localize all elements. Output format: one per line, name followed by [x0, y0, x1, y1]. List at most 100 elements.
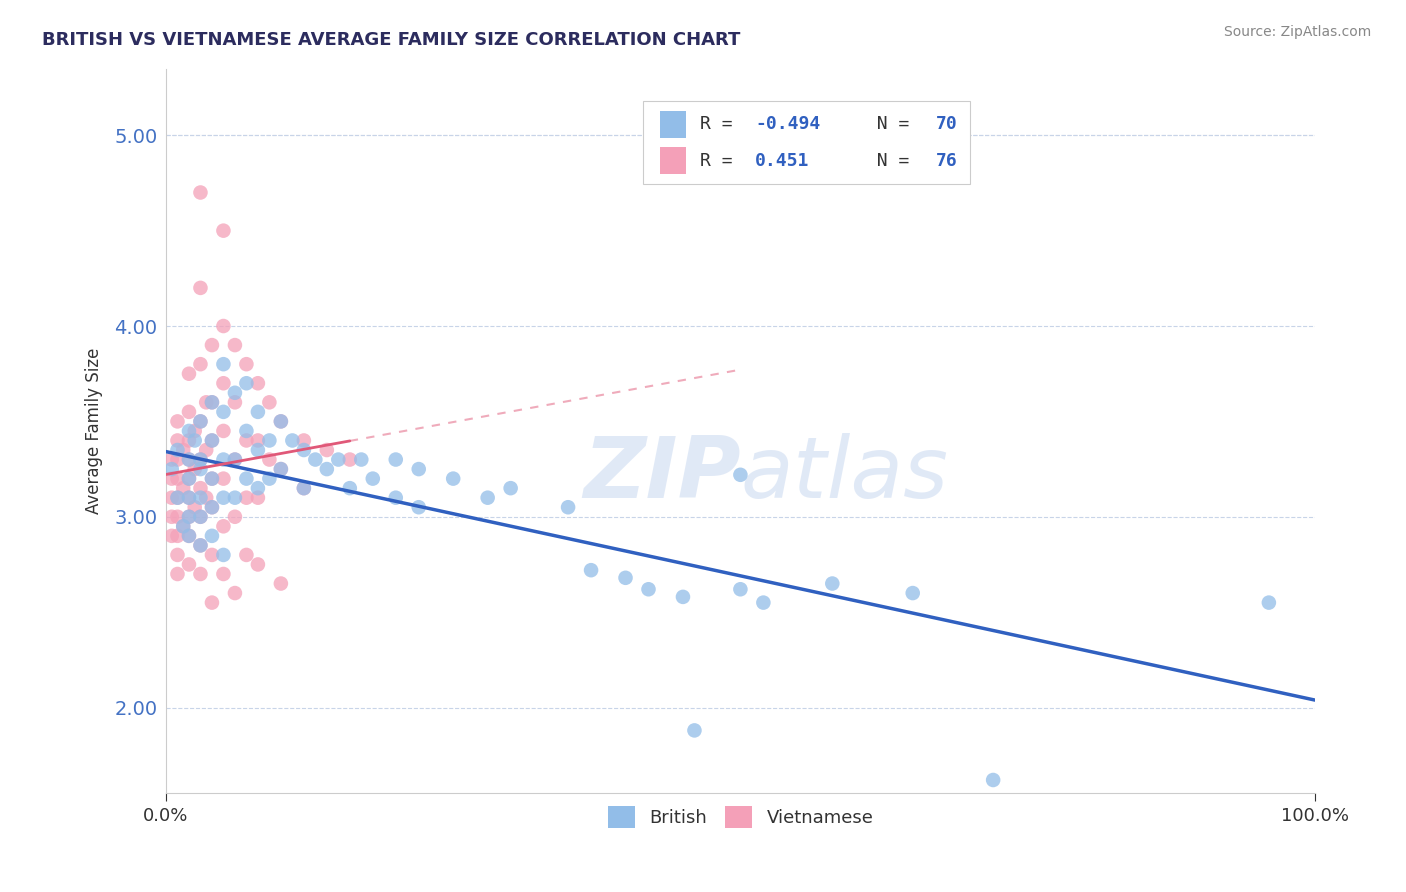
Point	[190, 481, 212, 495]
Point	[201, 548, 224, 562]
Text: N =: N =	[855, 152, 921, 169]
Point	[172, 519, 194, 533]
Point	[190, 538, 212, 552]
Text: N =: N =	[855, 115, 921, 133]
Point	[172, 481, 194, 495]
Point	[166, 529, 188, 543]
Point	[172, 519, 194, 533]
Point	[201, 395, 224, 409]
Point	[270, 462, 292, 476]
Point	[246, 481, 269, 495]
Point	[177, 509, 200, 524]
Point	[408, 462, 430, 476]
Text: ZIP: ZIP	[582, 433, 741, 516]
Text: 76: 76	[935, 152, 957, 169]
FancyBboxPatch shape	[659, 111, 686, 138]
Text: -0.494: -0.494	[755, 115, 820, 133]
Point	[235, 491, 257, 505]
Point	[1257, 596, 1279, 610]
Point	[195, 442, 218, 457]
Point	[160, 462, 183, 476]
Point	[212, 548, 235, 562]
Point	[246, 434, 269, 448]
Point	[201, 500, 224, 515]
Point	[177, 452, 200, 467]
Point	[259, 452, 281, 467]
Point	[730, 467, 752, 482]
Point	[177, 529, 200, 543]
Point	[166, 442, 188, 457]
Point	[683, 723, 706, 738]
Point	[292, 481, 315, 495]
Point	[195, 395, 218, 409]
Point	[190, 452, 212, 467]
Point	[177, 509, 200, 524]
Point	[981, 772, 1004, 787]
Point	[166, 509, 188, 524]
Point	[557, 500, 579, 515]
Point	[166, 434, 188, 448]
Point	[212, 472, 235, 486]
Text: BRITISH VS VIETNAMESE AVERAGE FAMILY SIZE CORRELATION CHART: BRITISH VS VIETNAMESE AVERAGE FAMILY SIZ…	[42, 31, 741, 49]
Point	[259, 395, 281, 409]
Point	[259, 472, 281, 486]
Point	[183, 434, 205, 448]
Point	[160, 491, 183, 505]
Point	[614, 571, 637, 585]
Point	[270, 462, 292, 476]
Point	[177, 558, 200, 572]
Point	[224, 395, 246, 409]
Point	[201, 472, 224, 486]
Point	[177, 434, 200, 448]
Point	[315, 442, 337, 457]
Point	[190, 462, 212, 476]
Point	[235, 548, 257, 562]
Point	[201, 434, 224, 448]
Point	[441, 472, 464, 486]
Point	[259, 434, 281, 448]
Point	[166, 414, 188, 428]
FancyBboxPatch shape	[659, 147, 686, 174]
Point	[166, 452, 188, 467]
Point	[224, 452, 246, 467]
Point	[190, 414, 212, 428]
Point	[166, 548, 188, 562]
Point	[821, 576, 844, 591]
Point	[190, 452, 212, 467]
Point	[235, 376, 257, 391]
Point	[201, 596, 224, 610]
Point	[201, 338, 224, 352]
Text: atlas: atlas	[741, 433, 949, 516]
Point	[246, 442, 269, 457]
Point	[270, 414, 292, 428]
Point	[177, 529, 200, 543]
Point	[637, 582, 659, 597]
Point	[190, 509, 212, 524]
Point	[499, 481, 522, 495]
Point	[384, 491, 406, 505]
Point	[224, 586, 246, 600]
Point	[172, 442, 194, 457]
Point	[183, 424, 205, 438]
Point	[212, 224, 235, 238]
Point	[190, 357, 212, 371]
Point	[350, 452, 373, 467]
Point	[235, 472, 257, 486]
Point	[183, 462, 205, 476]
Point	[190, 186, 212, 200]
Point	[190, 538, 212, 552]
Point	[246, 491, 269, 505]
Point	[579, 563, 602, 577]
Point	[166, 491, 188, 505]
Point	[246, 376, 269, 391]
Point	[160, 529, 183, 543]
Point	[246, 405, 269, 419]
Point	[315, 462, 337, 476]
Point	[190, 491, 212, 505]
Legend: British, Vietnamese: British, Vietnamese	[600, 798, 880, 835]
Point	[177, 472, 200, 486]
Point	[177, 405, 200, 419]
Point	[224, 452, 246, 467]
Point	[730, 582, 752, 597]
Point	[384, 452, 406, 467]
